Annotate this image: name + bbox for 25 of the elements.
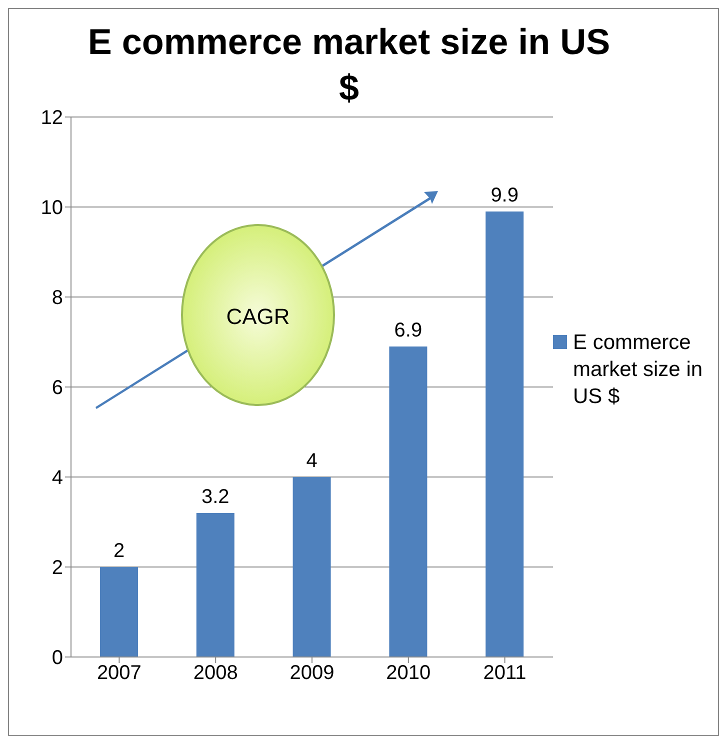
data-label: 3.2 [201, 486, 230, 508]
chart-title: E commerce market size in US $ [86, 20, 612, 110]
y-tick-label: 12 [40, 107, 63, 130]
x-tick-label: 2008 [193, 662, 238, 684]
y-tick-label: 10 [40, 197, 63, 220]
data-label: 9.9 [490, 184, 519, 206]
bar [292, 477, 331, 657]
x-tick-label: 2010 [386, 662, 431, 684]
data-label: 2 [113, 540, 125, 562]
y-tick-label: 2 [52, 557, 63, 580]
y-tick-label: 6 [52, 377, 63, 400]
data-label: 4 [306, 450, 318, 472]
bar [486, 212, 524, 657]
x-tick-label: 2011 [483, 662, 526, 684]
y-tick-label: 0 [52, 647, 63, 670]
x-tick-label: 2009 [290, 662, 334, 684]
bar [389, 346, 428, 657]
y-tick-label: 4 [52, 467, 63, 490]
data-label: 6.9 [394, 320, 422, 342]
legend-label: E commerce market size in US $ [573, 330, 704, 410]
bar [196, 513, 234, 657]
y-tick-label: 8 [52, 287, 63, 310]
x-tick-label: 2007 [96, 662, 142, 684]
bar [100, 567, 138, 657]
annotation: CAGR [226, 304, 290, 329]
